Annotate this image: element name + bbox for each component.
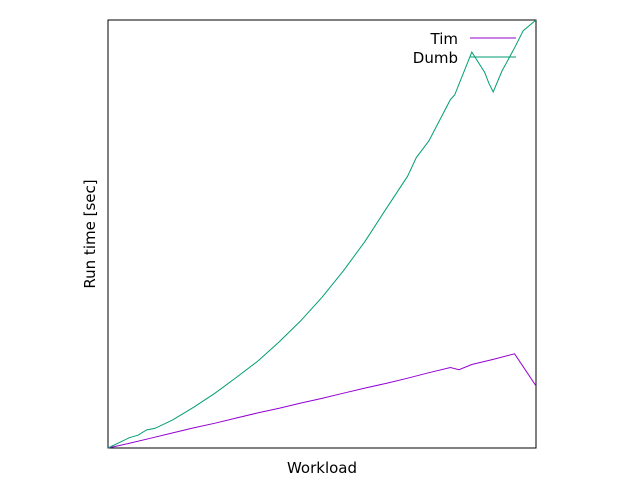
x-axis-label: Workload bbox=[287, 459, 357, 477]
series-line-dumb bbox=[107, 19, 537, 449]
series-layer bbox=[107, 19, 537, 449]
legend: Tim Dumb bbox=[413, 30, 516, 67]
y-axis-label: Run time [sec] bbox=[81, 179, 99, 288]
legend-label-dumb: Dumb bbox=[413, 49, 458, 67]
plot-frame bbox=[107, 19, 537, 449]
legend-label-tim: Tim bbox=[430, 30, 458, 48]
series-line-tim bbox=[107, 353, 537, 449]
